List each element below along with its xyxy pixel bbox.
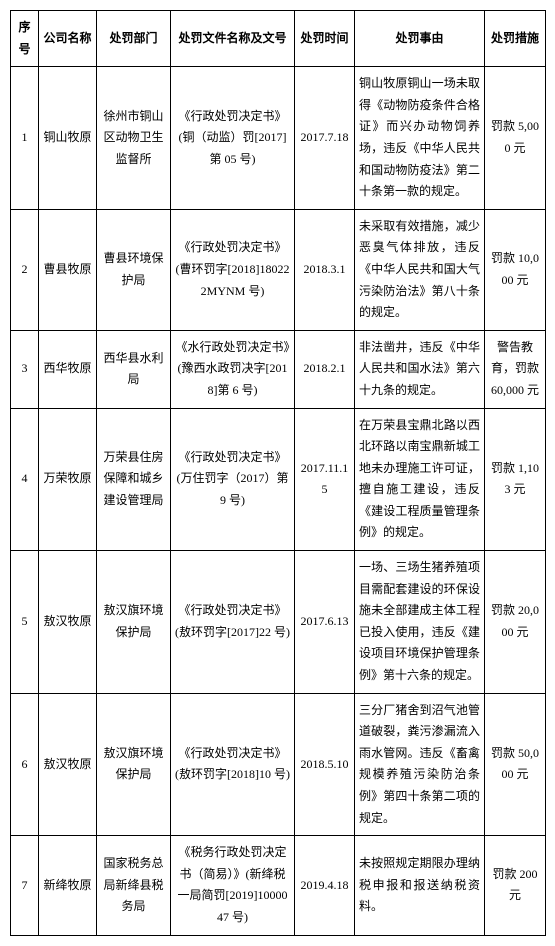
cell-cause: 铜山牧原铜山一场未取得《动物防疫条件合格证》而兴办动物饲养场，违反《中华人民共和… bbox=[355, 67, 485, 210]
cell-time: 2017.11.15 bbox=[295, 408, 355, 551]
cell-seq: 5 bbox=[11, 551, 39, 694]
cell-seq: 3 bbox=[11, 330, 39, 408]
cell-dept: 万荣县住房保障和城乡建设管理局 bbox=[97, 408, 171, 551]
cell-company: 敖汉牧原 bbox=[39, 693, 97, 836]
cell-company: 铜山牧原 bbox=[39, 67, 97, 210]
table-row: 4万荣牧原万荣县住房保障和城乡建设管理局《行政处罚决定书》(万住罚字（2017）… bbox=[11, 408, 546, 551]
cell-dept: 敖汉旗环境保护局 bbox=[97, 693, 171, 836]
table-row: 7新绛牧原国家税务总局新绛县税务局《税务行政处罚决定书（简易）》(新绛税一局简罚… bbox=[11, 836, 546, 935]
cell-seq: 7 bbox=[11, 836, 39, 935]
cell-company: 敖汉牧原 bbox=[39, 551, 97, 694]
cell-cause: 非法凿井，违反《中华人民共和国水法》第六十九条的规定。 bbox=[355, 330, 485, 408]
cell-doc: 《行政处罚决定书》(敖环罚字[2017]22 号) bbox=[171, 551, 295, 694]
table-row: 1铜山牧原徐州市铜山区动物卫生监督所《行政处罚决定书》(铜（动监）罚[2017]… bbox=[11, 67, 546, 210]
header-cause: 处罚事由 bbox=[355, 11, 485, 67]
cell-measure: 警告教育，罚款 60,000 元 bbox=[485, 330, 546, 408]
table-row: 6敖汉牧原敖汉旗环境保护局《行政处罚决定书》(敖环罚字[2018]10 号)20… bbox=[11, 693, 546, 836]
cell-measure: 罚款 1,103 元 bbox=[485, 408, 546, 551]
table-header-row: 序号 公司名称 处罚部门 处罚文件名称及文号 处罚时间 处罚事由 处罚措施 bbox=[11, 11, 546, 67]
cell-time: 2017.7.18 bbox=[295, 67, 355, 210]
cell-cause: 未采取有效措施，减少恶臭气体排放，违反《中华人民共和国大气污染防治法》第八十条的… bbox=[355, 209, 485, 330]
cell-time: 2018.5.10 bbox=[295, 693, 355, 836]
cell-cause: 一场、三场生猪养殖项目需配套建设的环保设施未全部建成主体工程已投入使用，违反《建… bbox=[355, 551, 485, 694]
cell-measure: 罚款 5,000 元 bbox=[485, 67, 546, 210]
header-company: 公司名称 bbox=[39, 11, 97, 67]
header-doc: 处罚文件名称及文号 bbox=[171, 11, 295, 67]
cell-measure: 罚款 50,000 元 bbox=[485, 693, 546, 836]
cell-time: 2018.3.1 bbox=[295, 209, 355, 330]
penalty-table: 序号 公司名称 处罚部门 处罚文件名称及文号 处罚时间 处罚事由 处罚措施 1铜… bbox=[10, 10, 546, 936]
header-seq: 序号 bbox=[11, 11, 39, 67]
table-row: 3西华牧原西华县水利局《水行政处罚决定书》(豫西水政罚决字[2018]第 6 号… bbox=[11, 330, 546, 408]
cell-time: 2018.2.1 bbox=[295, 330, 355, 408]
cell-seq: 2 bbox=[11, 209, 39, 330]
cell-company: 曹县牧原 bbox=[39, 209, 97, 330]
cell-dept: 曹县环境保护局 bbox=[97, 209, 171, 330]
cell-company: 万荣牧原 bbox=[39, 408, 97, 551]
cell-dept: 敖汉旗环境保护局 bbox=[97, 551, 171, 694]
cell-time: 2019.4.18 bbox=[295, 836, 355, 935]
cell-seq: 4 bbox=[11, 408, 39, 551]
cell-doc: 《行政处罚决定书》(铜（动监）罚[2017]第 05 号) bbox=[171, 67, 295, 210]
cell-doc: 《水行政处罚决定书》(豫西水政罚决字[2018]第 6 号) bbox=[171, 330, 295, 408]
header-dept: 处罚部门 bbox=[97, 11, 171, 67]
cell-doc: 《行政处罚决定书》(万住罚字（2017）第 9 号) bbox=[171, 408, 295, 551]
cell-company: 西华牧原 bbox=[39, 330, 97, 408]
cell-cause: 三分厂猪舍到沼气池管道破裂，粪污渗漏流入雨水管网。违反《畜禽规模养殖污染防治条例… bbox=[355, 693, 485, 836]
cell-measure: 罚款 10,000 元 bbox=[485, 209, 546, 330]
cell-doc: 《行政处罚决定书》(敖环罚字[2018]10 号) bbox=[171, 693, 295, 836]
cell-dept: 徐州市铜山区动物卫生监督所 bbox=[97, 67, 171, 210]
cell-company: 新绛牧原 bbox=[39, 836, 97, 935]
cell-measure: 罚款 200 元 bbox=[485, 836, 546, 935]
cell-cause: 在万荣县宝鼎北路以西北环路以南宝鼎新城工地未办理施工许可证，擅自施工建设，违反《… bbox=[355, 408, 485, 551]
cell-dept: 国家税务总局新绛县税务局 bbox=[97, 836, 171, 935]
cell-measure: 罚款 20,000 元 bbox=[485, 551, 546, 694]
table-row: 2曹县牧原曹县环境保护局《行政处罚决定书》(曹环罚字[2018]180222MY… bbox=[11, 209, 546, 330]
cell-seq: 1 bbox=[11, 67, 39, 210]
cell-doc: 《行政处罚决定书》(曹环罚字[2018]180222MYNM 号) bbox=[171, 209, 295, 330]
cell-seq: 6 bbox=[11, 693, 39, 836]
table-body: 1铜山牧原徐州市铜山区动物卫生监督所《行政处罚决定书》(铜（动监）罚[2017]… bbox=[11, 67, 546, 935]
table-row: 5敖汉牧原敖汉旗环境保护局《行政处罚决定书》(敖环罚字[2017]22 号)20… bbox=[11, 551, 546, 694]
cell-time: 2017.6.13 bbox=[295, 551, 355, 694]
header-time: 处罚时间 bbox=[295, 11, 355, 67]
header-measure: 处罚措施 bbox=[485, 11, 546, 67]
cell-dept: 西华县水利局 bbox=[97, 330, 171, 408]
cell-doc: 《税务行政处罚决定书（简易）》(新绛税一局简罚[2019]1000047 号) bbox=[171, 836, 295, 935]
cell-cause: 未按照规定期限办理纳税申报和报送纳税资料。 bbox=[355, 836, 485, 935]
